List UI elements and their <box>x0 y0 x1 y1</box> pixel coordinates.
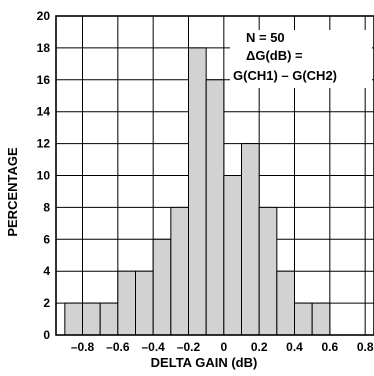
histogram-bars <box>64 47 331 336</box>
annotation-gain-difference: G(CH1) – G(CH2) <box>233 68 337 83</box>
annotation-box: N = 50 ΔG(dB) = G(CH1) – G(CH2) <box>230 30 372 88</box>
histogram-bar-1 <box>82 302 101 336</box>
y-tick-label: 8 <box>43 200 50 214</box>
y-tick-label: 16 <box>37 73 51 87</box>
y-tick-label: 4 <box>43 264 50 278</box>
y-tick-label: 12 <box>37 137 51 151</box>
x-tick-labels: –0.8 –0.6 –0.4 –0.2 0 0.2 0.4 0.6 0.8 <box>71 340 374 354</box>
x-tick-label: 0.2 <box>251 340 268 354</box>
y-tick-label: 10 <box>37 169 51 183</box>
y-tick-label: 6 <box>43 232 50 246</box>
x-tick-label: –0.4 <box>141 340 165 354</box>
histogram-bar-9 <box>223 175 242 336</box>
plot-frame <box>55 15 374 336</box>
y-axis-label: PERCENTAGE <box>5 147 20 237</box>
histogram-bar-5 <box>152 238 172 336</box>
histogram-bar-4 <box>135 270 154 336</box>
x-tick-label: 0 <box>220 340 227 354</box>
x-tick-label: 0.6 <box>321 340 338 354</box>
x-tick-label: –0.8 <box>71 340 95 354</box>
x-axis-label: DELTA GAIN (dB) <box>151 355 258 370</box>
y-tick-label: 2 <box>43 296 50 310</box>
y-tick-label: 0 <box>43 328 50 342</box>
annotation-background <box>230 30 372 88</box>
histogram-bar-11 <box>258 206 278 336</box>
histogram-bar-6 <box>170 206 189 336</box>
histogram-bar-0 <box>64 302 84 336</box>
histogram-bar-14 <box>311 302 331 336</box>
x-tick-label: 0.4 <box>286 340 303 354</box>
annotation-delta-definition: ΔG(dB) = <box>246 48 303 63</box>
histogram-bar-7 <box>188 47 207 336</box>
histogram-bar-3 <box>117 270 137 336</box>
histogram-bar-8 <box>205 79 225 336</box>
y-tick-label: 20 <box>37 9 51 23</box>
y-tick-label: 14 <box>37 105 51 119</box>
x-tick-label: –0.2 <box>177 340 201 354</box>
histogram-bar-10 <box>241 143 260 336</box>
x-tick-label: –0.6 <box>106 340 130 354</box>
y-tick-label: 18 <box>37 41 51 55</box>
histogram-bar-12 <box>276 270 296 336</box>
histogram-bar-13 <box>294 302 313 336</box>
annotation-sample-count: N = 50 <box>246 30 285 45</box>
y-tick-labels: 0 2 4 6 8 10 12 14 16 18 20 <box>37 9 51 342</box>
x-tick-label: 0.8 <box>357 340 374 354</box>
histogram-bar-2 <box>99 302 119 336</box>
